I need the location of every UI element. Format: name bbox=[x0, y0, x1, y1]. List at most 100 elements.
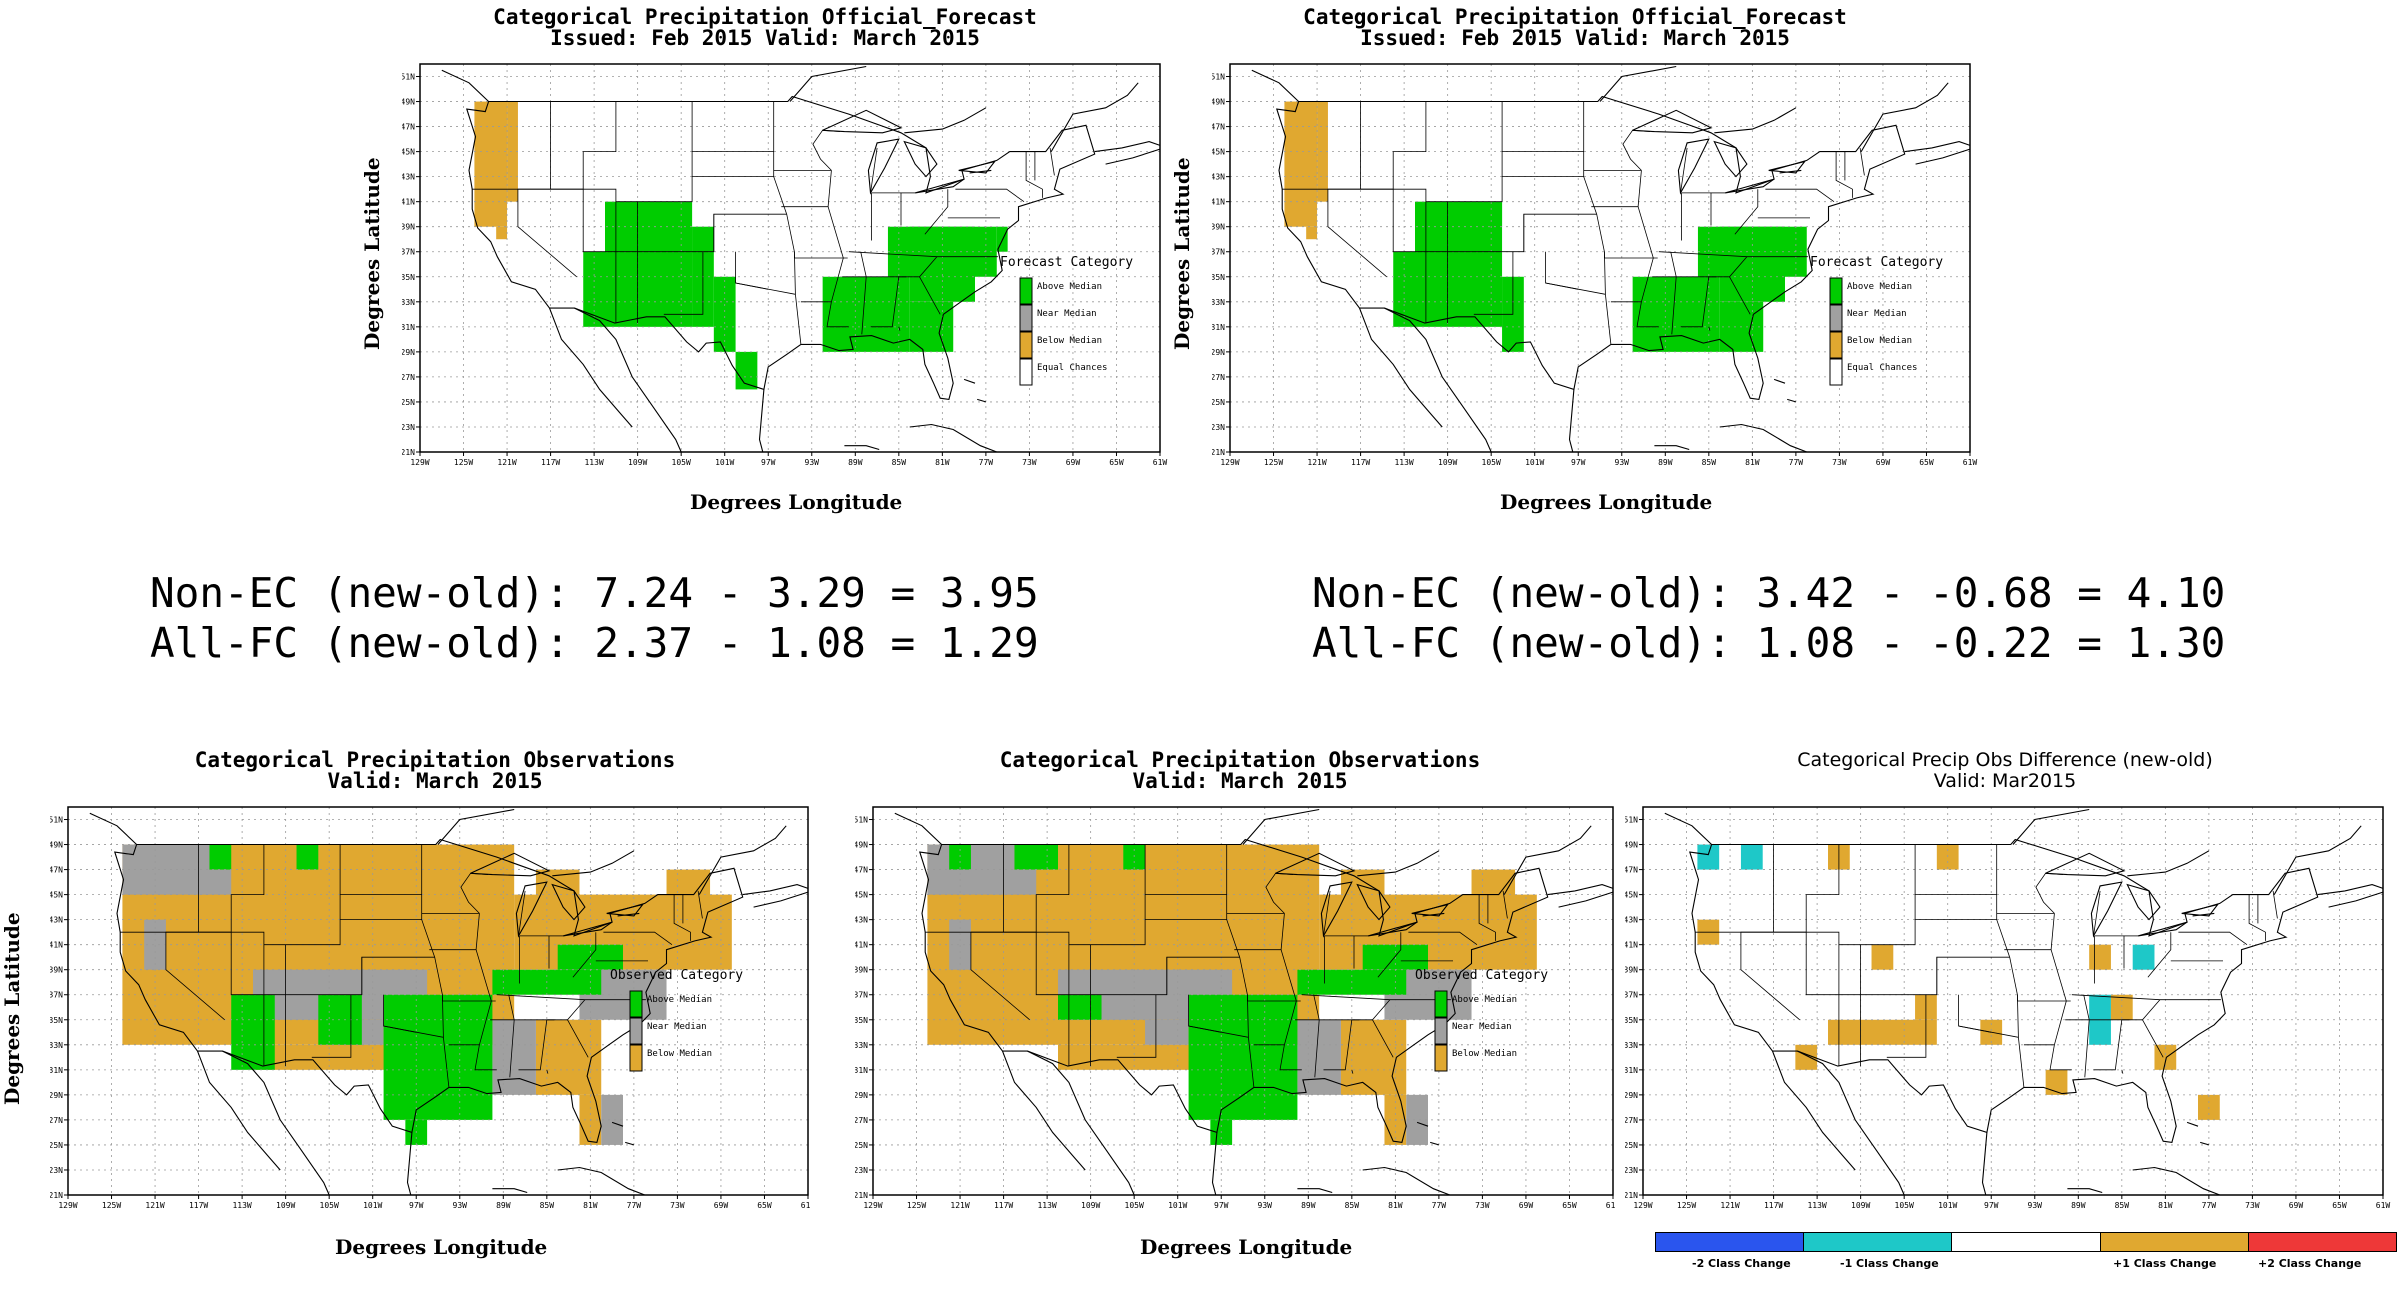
state-border bbox=[735, 282, 769, 290]
state-border bbox=[870, 147, 878, 193]
legend-swatch-plus1 bbox=[2100, 1233, 2249, 1251]
legend-swatch bbox=[1019, 331, 1033, 359]
lon-tick-label: 61W bbox=[2376, 1201, 2391, 1210]
lat-tick-label: 47N bbox=[855, 866, 868, 875]
state-border bbox=[2147, 932, 2172, 978]
legend-title: Observed Category bbox=[1415, 968, 1548, 983]
x-axis-label: Degrees Longitude bbox=[1140, 1235, 1353, 1259]
coastline bbox=[753, 891, 809, 908]
coastline bbox=[437, 808, 515, 845]
lon-tick-label: 85W bbox=[540, 1201, 555, 1210]
lon-tick-label: 93W bbox=[453, 1201, 468, 1210]
legend-swatch bbox=[1829, 331, 1843, 359]
grid-cell bbox=[496, 226, 508, 240]
state-border bbox=[2248, 894, 2266, 941]
great-lake bbox=[914, 178, 965, 194]
legend-swatch bbox=[629, 1017, 643, 1045]
state-border bbox=[1502, 890, 1508, 919]
coastline bbox=[1547, 884, 1614, 896]
grid-cell bbox=[474, 101, 508, 227]
legend-swatch bbox=[1829, 304, 1843, 332]
lon-tick-label: 73W bbox=[1832, 458, 1847, 467]
lat-tick-label: 39N bbox=[1212, 223, 1225, 232]
lat-tick-label: 49N bbox=[402, 98, 415, 107]
legend-label: Below Median bbox=[1452, 1049, 1517, 1059]
coastline bbox=[548, 307, 633, 428]
grid-cell bbox=[1145, 1019, 1189, 1045]
coastline bbox=[89, 812, 137, 845]
legend-label: Near Median bbox=[1037, 309, 1097, 319]
coastline bbox=[1358, 307, 1443, 428]
legend-label: Above Median bbox=[1847, 282, 1912, 292]
coastline bbox=[1297, 1188, 1333, 1194]
state-border bbox=[2049, 913, 2072, 1071]
y-axis-label: Degrees Latitude bbox=[0, 912, 24, 1105]
map-background bbox=[1643, 807, 2383, 1195]
lon-tick-label: 97W bbox=[409, 1201, 424, 1210]
category-legend: Observed Category Above Median Near Median… bbox=[610, 968, 743, 1072]
lat-tick-label: 31N bbox=[1212, 323, 1225, 332]
state-border bbox=[546, 1069, 549, 1074]
lat-tick-label: 31N bbox=[855, 1066, 868, 1075]
lat-tick-label: 51N bbox=[402, 73, 415, 82]
lat-tick-label: 37N bbox=[1625, 991, 1638, 1000]
lon-tick-label: 81W bbox=[1388, 1201, 1403, 1210]
grid-cell bbox=[1936, 844, 1959, 870]
lat-tick-label: 25N bbox=[1212, 398, 1225, 407]
state-border bbox=[1323, 890, 1331, 936]
grid-cell bbox=[2045, 1069, 2068, 1095]
lat-tick-label: 47N bbox=[1625, 866, 1638, 875]
coastline bbox=[1860, 82, 1949, 152]
grid-cell bbox=[1340, 1019, 1407, 1095]
lat-tick-label: 45N bbox=[855, 891, 868, 900]
lon-tick-label: 121W bbox=[950, 1201, 969, 1210]
coastline bbox=[1503, 825, 1592, 895]
lon-tick-label: 93W bbox=[1258, 1201, 1273, 1210]
lon-tick-label: 113W bbox=[584, 458, 603, 467]
lat-tick-label: 21N bbox=[402, 448, 415, 457]
great-lake bbox=[2045, 852, 2126, 877]
grid-cell bbox=[1436, 201, 1503, 227]
lon-tick-label: 69W bbox=[2289, 1201, 2304, 1210]
grid-cell bbox=[492, 1019, 536, 1095]
lon-tick-label: 101W bbox=[1938, 1201, 1957, 1210]
lon-tick-label: 121W bbox=[1307, 458, 1326, 467]
y-axis-label: Degrees Latitude bbox=[360, 157, 384, 350]
lat-tick-label: 27N bbox=[855, 1116, 868, 1125]
lat-tick-label: 23N bbox=[1212, 423, 1225, 432]
grid-cell bbox=[1014, 844, 1058, 870]
lon-tick-label: 117W bbox=[189, 1201, 208, 1210]
lon-tick-label: 97W bbox=[1571, 458, 1586, 467]
coastline bbox=[1416, 1121, 1429, 1127]
great-lake bbox=[1768, 160, 1806, 174]
grid-cell bbox=[601, 1094, 623, 1145]
lat-tick-label: 35N bbox=[855, 1016, 868, 1025]
lat-tick-label: 21N bbox=[1212, 448, 1225, 457]
lon-tick-label: 109W bbox=[1851, 1201, 1870, 1210]
coastline bbox=[2012, 808, 2090, 845]
great-lake bbox=[606, 903, 644, 917]
coastline bbox=[2127, 850, 2210, 877]
coastline bbox=[611, 1121, 624, 1127]
lon-tick-label: 77W bbox=[627, 1201, 642, 1210]
lat-tick-label: 35N bbox=[1212, 273, 1225, 282]
legend-label: Below Median bbox=[1037, 336, 1102, 346]
state-border bbox=[1765, 188, 1835, 203]
coastline bbox=[2067, 1188, 2103, 1194]
map-frame bbox=[1642, 806, 2384, 1196]
state-border bbox=[1734, 189, 1759, 235]
grid-cell bbox=[318, 994, 362, 1045]
forecast-map: 21N 23N 25N 27N 29N 31N 33N 35N 37N 39N 41N 43N 45N 4… bbox=[1212, 63, 1977, 467]
coastline bbox=[1430, 1141, 1440, 1146]
state-border bbox=[2071, 994, 2221, 1001]
coastline bbox=[1915, 148, 1971, 165]
lat-tick-label: 31N bbox=[50, 1066, 63, 1075]
coastline bbox=[222, 1050, 330, 1196]
grid-cell bbox=[1871, 944, 1894, 970]
grid-cell bbox=[535, 1019, 602, 1095]
state-border bbox=[919, 276, 941, 315]
state-border bbox=[474, 913, 497, 1071]
lat-tick-label: 23N bbox=[402, 423, 415, 432]
map-background bbox=[420, 64, 1160, 452]
panel-title: Categorical Precipitation Observations bbox=[194, 748, 676, 772]
